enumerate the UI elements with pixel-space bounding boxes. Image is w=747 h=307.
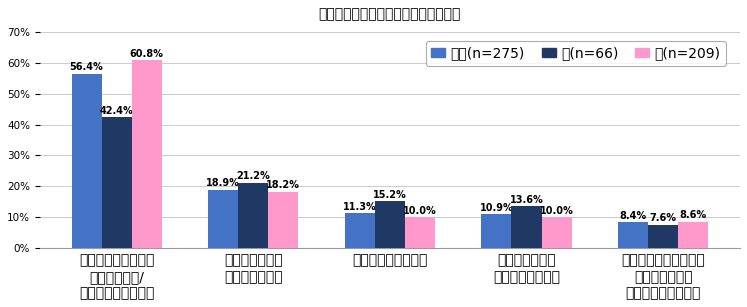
Bar <box>542 217 571 248</box>
Text: 10.0%: 10.0% <box>539 206 574 216</box>
Bar <box>102 117 131 248</box>
Text: 15.2%: 15.2% <box>373 190 406 200</box>
Text: 42.4%: 42.4% <box>99 106 134 115</box>
Bar <box>648 225 678 248</box>
Bar <box>345 213 375 248</box>
Text: 21.2%: 21.2% <box>236 171 270 181</box>
Text: 56.4%: 56.4% <box>69 62 103 72</box>
Bar <box>678 222 708 248</box>
Text: 8.6%: 8.6% <box>680 210 707 220</box>
Bar <box>618 222 648 248</box>
Text: 10.0%: 10.0% <box>403 206 437 216</box>
Bar <box>268 192 298 248</box>
Text: 60.8%: 60.8% <box>130 49 164 59</box>
Bar <box>375 201 405 248</box>
Text: 10.9%: 10.9% <box>480 203 513 213</box>
Bar <box>131 60 161 248</box>
Bar <box>405 217 435 248</box>
Text: 18.2%: 18.2% <box>267 180 300 190</box>
Legend: 全体(n=275), 夫(n=66), 妻(n=209): 全体(n=275), 夫(n=66), 妻(n=209) <box>426 41 726 66</box>
Text: 11.3%: 11.3% <box>343 202 376 212</box>
Title: 図９：配偶者の取り組みに不満な理由: 図９：配偶者の取り組みに不満な理由 <box>319 7 461 21</box>
Bar <box>72 74 102 248</box>
Bar <box>512 206 542 248</box>
Bar <box>208 190 238 248</box>
Text: 8.4%: 8.4% <box>619 211 647 221</box>
Text: 7.6%: 7.6% <box>650 213 677 223</box>
Text: 13.6%: 13.6% <box>509 195 543 204</box>
Text: 18.9%: 18.9% <box>206 178 240 188</box>
Bar <box>481 214 512 248</box>
Bar <box>238 183 268 248</box>
